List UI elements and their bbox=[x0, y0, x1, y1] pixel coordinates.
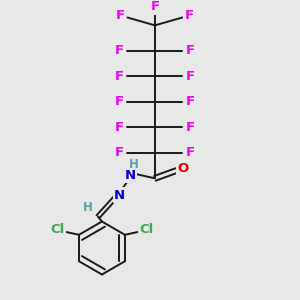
Text: F: F bbox=[186, 70, 195, 83]
Text: O: O bbox=[178, 162, 189, 175]
Text: H: H bbox=[83, 201, 93, 214]
Text: H: H bbox=[128, 158, 138, 171]
Text: F: F bbox=[115, 146, 124, 159]
Text: Cl: Cl bbox=[139, 224, 154, 236]
Text: F: F bbox=[186, 146, 195, 159]
Text: F: F bbox=[115, 44, 124, 57]
Text: F: F bbox=[115, 70, 124, 83]
Text: F: F bbox=[185, 9, 194, 22]
Text: F: F bbox=[116, 9, 125, 22]
Text: F: F bbox=[186, 95, 195, 108]
Text: N: N bbox=[125, 169, 136, 182]
Text: F: F bbox=[115, 95, 124, 108]
Text: F: F bbox=[186, 121, 195, 134]
Text: F: F bbox=[186, 44, 195, 57]
Text: N: N bbox=[114, 188, 125, 202]
Text: F: F bbox=[115, 121, 124, 134]
Text: F: F bbox=[150, 0, 160, 13]
Text: Cl: Cl bbox=[50, 224, 64, 236]
